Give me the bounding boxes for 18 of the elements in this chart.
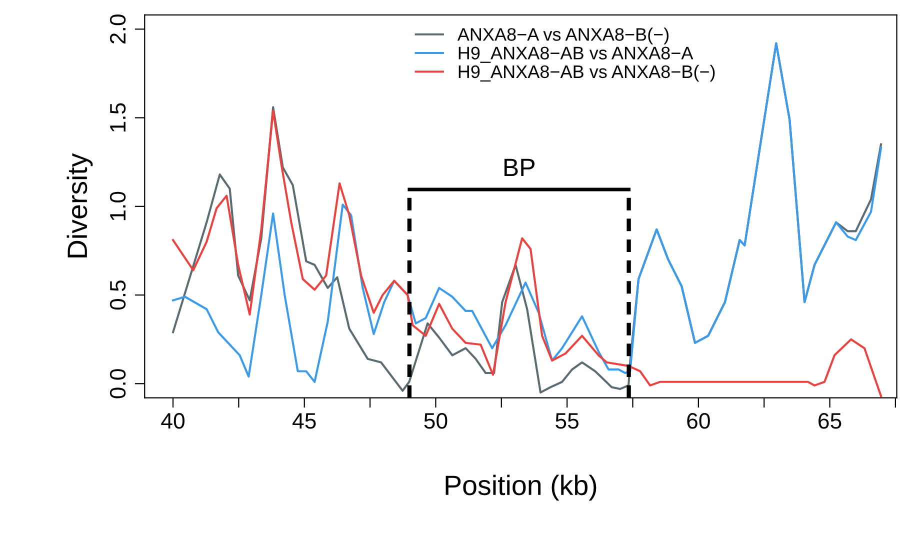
x-tick-label: 55	[556, 413, 578, 429]
y-tick-label: 1.0	[110, 192, 126, 220]
y-tick-label: 1.5	[110, 103, 126, 132]
x-tick-label: 40	[161, 413, 185, 429]
legend-label: ANXA8−A vs ANXA8−B(−)	[457, 28, 669, 44]
y-tick-label: 0.5	[110, 280, 126, 310]
legend-label: H9_ANXA8−AB vs ANXA8−A	[458, 46, 694, 63]
x-tick-label: 65	[818, 413, 842, 429]
x-tick-label: 50	[424, 413, 448, 429]
x-axis-title: Position (kb)	[446, 474, 596, 501]
x-tick-label: 60	[687, 413, 710, 429]
x-tick-label: 45	[292, 413, 316, 429]
y-tick-label: 2.0	[110, 14, 126, 44]
annotation: BP	[504, 158, 534, 176]
y-tick-label: 0.0	[110, 369, 126, 398]
legend-label: H9_ANXA8−AB vs ANXA8−B(−)	[458, 64, 715, 82]
y-axis-title: Diversity	[66, 153, 93, 258]
line-series	[172, 110, 882, 398]
